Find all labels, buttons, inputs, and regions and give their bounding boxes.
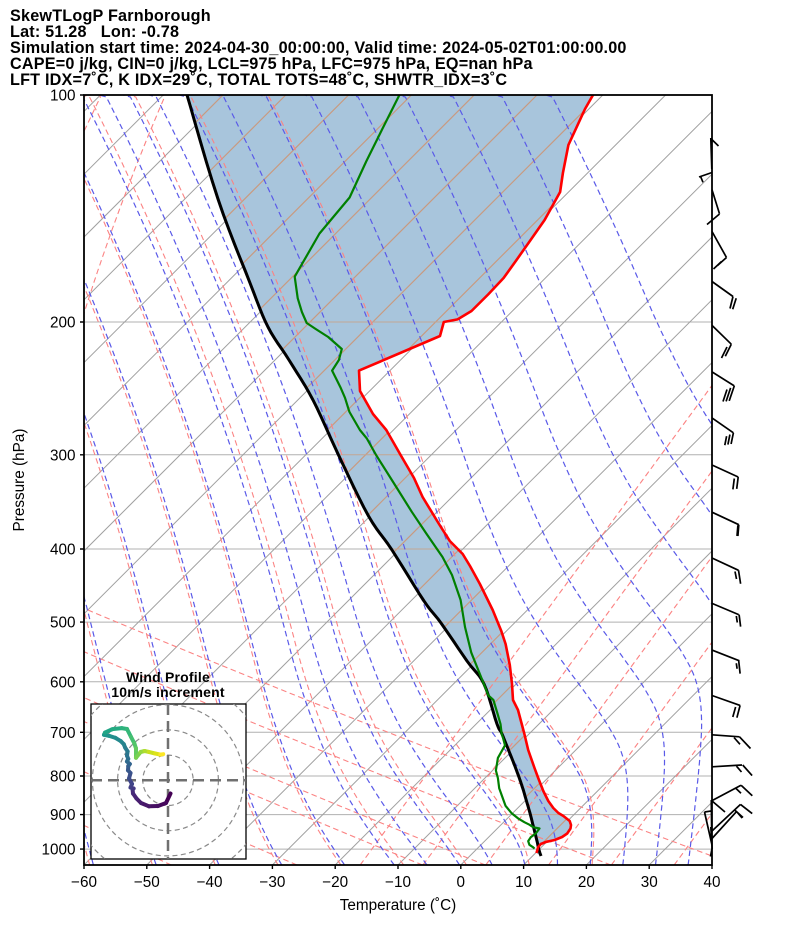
svg-text:10: 10 bbox=[515, 874, 532, 891]
svg-text:100: 100 bbox=[50, 88, 76, 105]
svg-text:700: 700 bbox=[50, 725, 76, 742]
svg-text:300: 300 bbox=[50, 447, 76, 464]
svg-text:1000: 1000 bbox=[41, 842, 75, 859]
svg-text:900: 900 bbox=[50, 807, 76, 824]
svg-text:30: 30 bbox=[641, 874, 658, 891]
svg-text:−50: −50 bbox=[134, 874, 160, 891]
svg-text:−20: −20 bbox=[322, 874, 348, 891]
svg-text:−10: −10 bbox=[385, 874, 411, 891]
svg-text:200: 200 bbox=[50, 315, 76, 332]
svg-text:Simulation start time: 2024-04: Simulation start time: 2024-04-30_00:00:… bbox=[10, 39, 627, 57]
svg-text:−60: −60 bbox=[71, 874, 97, 891]
svg-text:−40: −40 bbox=[197, 874, 223, 891]
svg-text:10m/s increment: 10m/s increment bbox=[111, 684, 225, 700]
svg-text:40: 40 bbox=[703, 874, 720, 891]
svg-text:Pressure (hPa): Pressure (hPa) bbox=[11, 429, 28, 532]
svg-text:600: 600 bbox=[50, 674, 76, 691]
svg-text:Temperature (˚C): Temperature (˚C) bbox=[340, 897, 456, 914]
svg-text:Wind Profile: Wind Profile bbox=[126, 669, 210, 685]
svg-text:CAPE=0 j/kg, CIN=0 j/kg, LCL=9: CAPE=0 j/kg, CIN=0 j/kg, LCL=975 hPa, LF… bbox=[10, 55, 534, 73]
svg-text:500: 500 bbox=[50, 615, 76, 632]
svg-text:LFT IDX=7˚C, K IDX=29˚C, TOTAL: LFT IDX=7˚C, K IDX=29˚C, TOTAL TOTS=48˚C… bbox=[10, 71, 507, 89]
svg-text:400: 400 bbox=[50, 542, 76, 559]
svg-text:0: 0 bbox=[457, 874, 466, 891]
svg-text:20: 20 bbox=[578, 874, 595, 891]
svg-text:−30: −30 bbox=[259, 874, 285, 891]
svg-text:800: 800 bbox=[50, 769, 76, 786]
svg-text:Lat: 51.28 Lon: -0.78: Lat: 51.28 Lon: -0.78 bbox=[10, 23, 179, 41]
svg-text:SkewTLogP Farnborough: SkewTLogP Farnborough bbox=[10, 7, 211, 25]
